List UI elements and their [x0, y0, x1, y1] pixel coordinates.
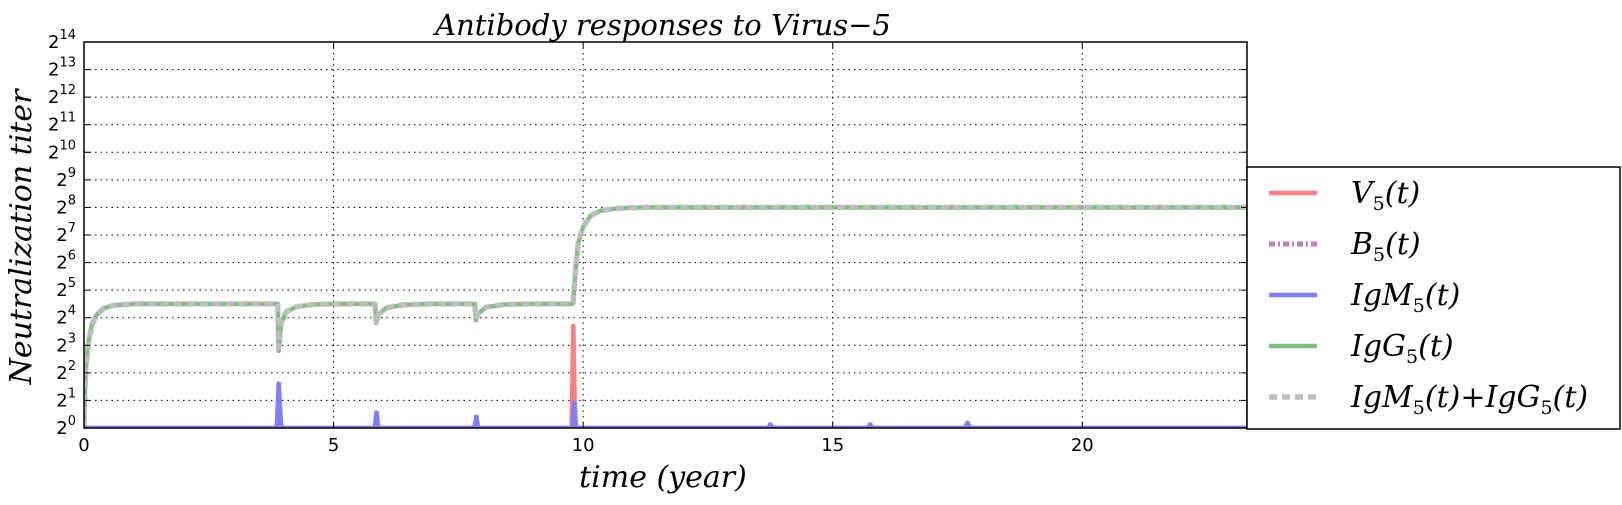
series-line-V5(t)	[84, 323, 1247, 428]
plot-area	[84, 204, 1247, 428]
y-tick-label: 28	[56, 193, 76, 218]
x-tick-label: 20	[1071, 435, 1094, 456]
grid-lines	[84, 42, 1247, 428]
x-tick-label: 0	[78, 435, 89, 456]
y-tick-label: 214	[48, 28, 76, 53]
legend-label-IgG5(t): IgG5(t)	[1350, 329, 1454, 368]
y-axis-label: Neutralization titer	[4, 88, 39, 386]
legend-label-V5(t): V5(t)	[1351, 176, 1420, 215]
legend: V5(t) B5(t) IgM5(t) IgG5(t) IgM5(t)+IgG5(t)	[1246, 166, 1621, 430]
legend-label-IgM5(t): IgM5(t)	[1350, 278, 1460, 317]
x-axis: 0 5 10 15 20	[78, 42, 1094, 456]
x-tick-label: 15	[821, 435, 844, 456]
y-tick-label: 27	[56, 221, 76, 246]
x-tick-label: 10	[572, 435, 595, 456]
x-tick-label: 5	[328, 435, 339, 456]
legend-label-IgM5(t)+IgG5(t): IgM5(t)+IgG5(t)	[1350, 380, 1588, 419]
y-tick-label: 20	[56, 414, 76, 439]
y-tick-label: 25	[56, 276, 76, 301]
y-tick-label: 26	[56, 249, 76, 274]
plot-frame	[83, 41, 1248, 429]
series-point-IgM5(t)	[964, 420, 970, 426]
y-tick-label: 29	[56, 166, 76, 191]
chart-title: Antibody responses to Virus−5	[432, 8, 891, 42]
series-point-IgM5(t)	[867, 422, 873, 428]
series-line-IgG5(t)	[84, 205, 1247, 428]
series-point-IgM5(t)	[473, 414, 479, 420]
legend-box	[1246, 166, 1621, 430]
legend-label-B5(t): B5(t)	[1350, 227, 1421, 266]
y-tick-label: 213	[48, 56, 76, 81]
y-tick-label: 212	[48, 83, 76, 108]
y-tick-label: 24	[56, 304, 76, 329]
y-tick-label: 22	[56, 359, 76, 384]
y-tick-label: 21	[56, 386, 76, 411]
y-tick-label: 210	[48, 138, 76, 163]
x-axis-label: time (year)	[579, 460, 747, 495]
series-point-IgM5(t)	[571, 400, 577, 406]
series-line-IgM5(t)+IgG5(t)	[84, 204, 1247, 428]
series-point-IgM5(t)	[276, 381, 282, 387]
y-tick-label: 23	[56, 331, 76, 356]
series-point-IgM5(t)	[767, 422, 773, 428]
y-tick-label: 211	[48, 111, 76, 136]
series-point-IgM5(t)	[373, 410, 379, 416]
series-line-IgM5(t)	[84, 381, 1247, 428]
